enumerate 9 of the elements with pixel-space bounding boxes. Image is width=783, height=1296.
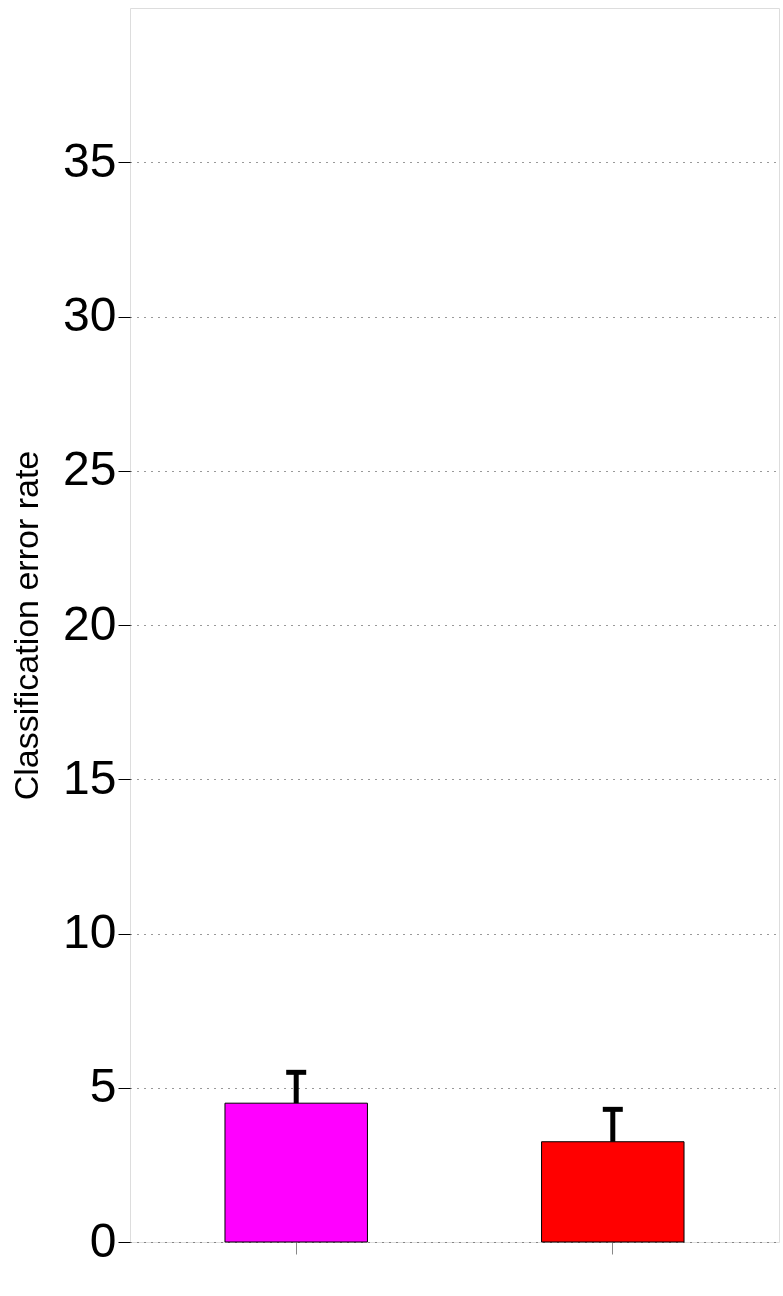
y-tick-label: 0 [89,1213,117,1267]
y-tick-label: 10 [63,905,117,958]
y-axis-title: Classification error rate [7,450,46,801]
y-tick-label: 15 [63,750,117,804]
y-tick-label: 35 [63,133,117,187]
y-tick-label: 20 [63,596,117,650]
y-tick-label: 30 [63,288,117,341]
y-tick-label: 25 [63,442,117,496]
y-tick-label: 5 [89,1059,117,1113]
